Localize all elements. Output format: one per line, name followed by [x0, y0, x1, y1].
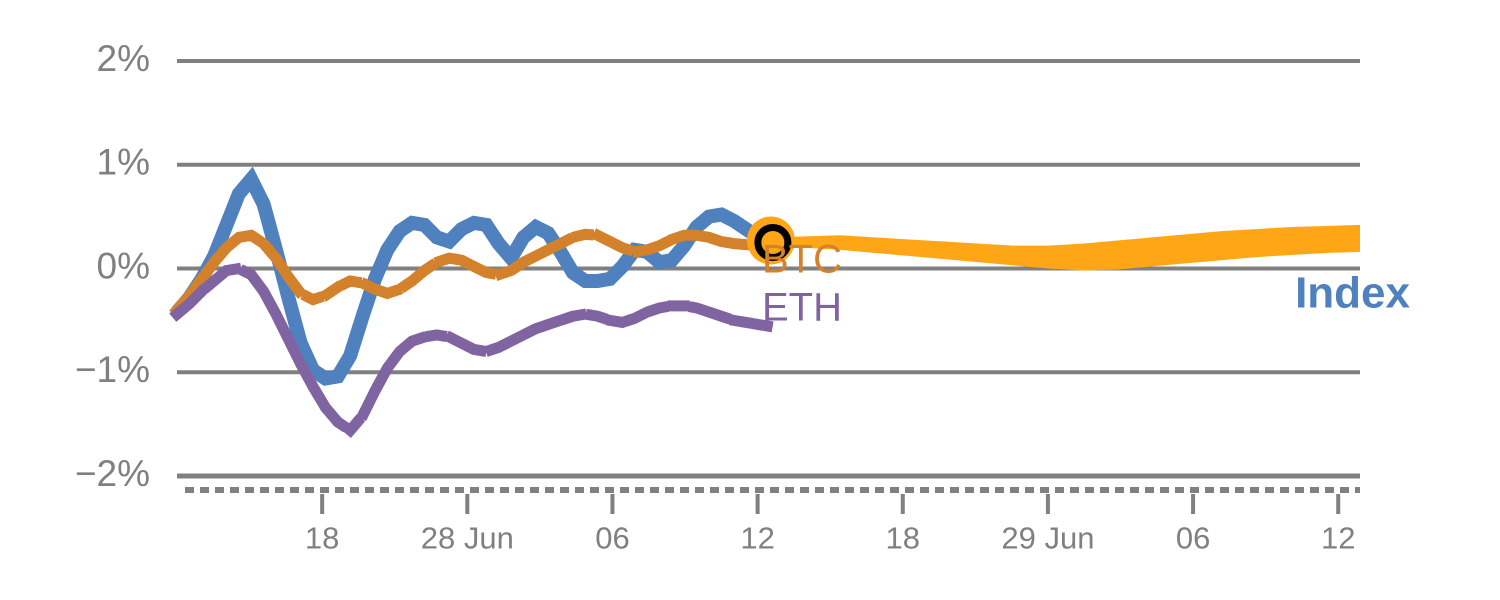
series-line-btc: [169, 228, 777, 318]
x-tick-label-1: 28 Jun: [421, 520, 514, 555]
x-tick-label-6: 06: [1176, 520, 1210, 555]
data-series-group: [169, 166, 778, 438]
x-axis: [177, 473, 1360, 514]
y-tick-label-0: 2%: [97, 38, 150, 79]
y-tick-label-3: −1%: [75, 349, 150, 390]
forecast-band: [770, 224, 1360, 271]
marker-ring[interactable]: [754, 223, 792, 261]
x-tick-label-5: 29 Jun: [1001, 520, 1094, 555]
y-tick-label-4: −2%: [75, 453, 150, 494]
series-line-eth: [169, 262, 778, 438]
x-tick-label-3: 12: [740, 520, 774, 555]
y-tick-label-2: 0%: [97, 245, 150, 286]
series-label-index: Index: [1295, 269, 1410, 318]
x-tick-label-4: 18: [886, 520, 920, 555]
x-tick-label-0: 18: [305, 520, 339, 555]
series-label-eth: ETH: [762, 286, 842, 330]
y-axis-tick-labels: 2% 1% 0% −1% −2%: [75, 38, 150, 494]
y-tick-label-1: 1%: [97, 142, 150, 183]
x-tick-label-7: 12: [1321, 520, 1355, 555]
x-tick-label-2: 06: [595, 520, 629, 555]
current-point-marker: [746, 216, 795, 265]
forecast-band-area: [770, 224, 1360, 271]
series-label-btc: BTC: [762, 238, 842, 282]
x-axis-tick-labels: 18 28 Jun 06 12 18 29 Jun 06 12: [305, 520, 1356, 555]
